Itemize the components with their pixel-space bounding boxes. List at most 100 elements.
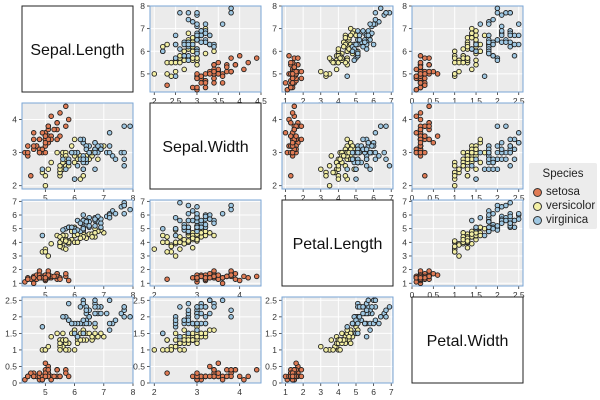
- point-versicolor: [456, 166, 462, 172]
- tick-label-y: 1.5: [265, 328, 277, 338]
- point-setosa: [207, 275, 213, 281]
- point-versicolor: [460, 149, 466, 156]
- point-virginica: [207, 310, 213, 317]
- point-versicolor: [342, 34, 349, 41]
- point-setosa: [25, 149, 31, 156]
- point-setosa: [288, 173, 294, 179]
- point-virginica: [80, 317, 87, 323]
- point-versicolor: [194, 62, 200, 68]
- point-virginica: [172, 32, 179, 39]
- tick-label-x: 2.5: [513, 290, 525, 300]
- tick-label-x: 5: [43, 387, 48, 397]
- point-virginica: [198, 39, 204, 45]
- tick-label-x: 4: [237, 387, 242, 397]
- point-setosa: [417, 80, 424, 86]
- point-virginica: [65, 317, 72, 323]
- point-virginica: [121, 314, 127, 320]
- point-virginica: [344, 166, 350, 172]
- point-setosa: [422, 173, 428, 179]
- point-versicolor: [323, 347, 329, 353]
- tick-label-x: 7: [389, 96, 394, 106]
- point-versicolor: [177, 246, 183, 252]
- legend-title: Species: [542, 168, 584, 180]
- tick-label-x: 2.5: [513, 193, 525, 203]
- point-versicolor: [464, 173, 471, 179]
- point-versicolor: [45, 253, 52, 259]
- tick-label-y: 1: [12, 278, 17, 288]
- point-virginica: [507, 43, 513, 50]
- tick-label-y: 3: [272, 148, 277, 158]
- point-virginica: [172, 317, 179, 323]
- panel-border: [411, 102, 524, 190]
- point-setosa: [22, 376, 28, 383]
- point-versicolor: [95, 333, 101, 340]
- point-virginica: [383, 156, 389, 162]
- point-setosa: [42, 149, 49, 156]
- tick-label-x: 3: [318, 387, 323, 397]
- point-versicolor: [326, 163, 333, 169]
- tick-label-y: 3: [12, 251, 17, 261]
- point-versicolor: [164, 337, 170, 343]
- point-setosa: [253, 367, 260, 373]
- tick-label-x: 7: [101, 290, 106, 300]
- point-virginica: [498, 220, 505, 226]
- point-virginica: [494, 37, 501, 43]
- point-virginica: [177, 10, 183, 16]
- point-setosa: [291, 64, 298, 70]
- tick-label-x: 3: [318, 96, 323, 106]
- tick-label-y: 4: [12, 115, 17, 125]
- tick-label-y: 6: [272, 46, 277, 56]
- point-virginica: [98, 310, 104, 317]
- point-virginica: [194, 327, 200, 333]
- point-versicolor: [451, 163, 458, 169]
- tick-label-x: 7: [101, 193, 106, 203]
- tick-label-y: 6: [140, 210, 145, 220]
- point-virginica: [365, 139, 372, 146]
- point-setosa: [236, 373, 243, 380]
- point-virginica: [507, 136, 513, 143]
- tick-label-x: 2: [495, 96, 500, 106]
- point-setosa: [417, 64, 424, 70]
- point-setosa: [236, 53, 243, 59]
- point-virginica: [507, 32, 513, 39]
- point-virginica: [515, 130, 522, 136]
- point-versicolor: [185, 238, 192, 244]
- point-versicolor: [335, 176, 342, 182]
- point-setosa: [417, 139, 424, 146]
- point-virginica: [356, 32, 363, 39]
- point-virginica: [177, 304, 183, 310]
- point-versicolor: [71, 347, 78, 353]
- tick-label-x: 3.5: [212, 96, 224, 106]
- point-virginica: [515, 32, 522, 39]
- point-virginica: [503, 156, 509, 162]
- tick-label-y: 6: [402, 210, 407, 220]
- point-setosa: [434, 133, 441, 139]
- point-virginica: [172, 73, 179, 79]
- point-versicolor: [473, 57, 479, 64]
- point-virginica: [160, 330, 166, 337]
- point-setosa: [288, 133, 294, 139]
- point-virginica: [498, 32, 505, 39]
- point-virginica: [494, 223, 501, 229]
- point-virginica: [372, 317, 379, 323]
- point-versicolor: [45, 166, 52, 172]
- tick-label-y: 1.5: [5, 328, 17, 338]
- point-virginica: [121, 304, 127, 310]
- point-virginica: [356, 314, 363, 320]
- point-virginica: [486, 149, 492, 156]
- legend-item-versicolor: versicolor: [533, 200, 595, 212]
- point-versicolor: [77, 337, 84, 343]
- point-virginica: [198, 217, 204, 224]
- point-setosa: [215, 59, 222, 66]
- point-versicolor: [456, 68, 462, 75]
- point-virginica: [177, 199, 183, 206]
- tick-label-y: 0.5: [5, 361, 17, 371]
- tick-label-y: 0.5: [133, 361, 145, 371]
- point-virginica: [490, 210, 496, 217]
- point-virginica: [515, 21, 522, 27]
- point-virginica: [121, 210, 127, 217]
- point-virginica: [202, 213, 209, 220]
- point-versicolor: [63, 238, 69, 244]
- point-setosa: [298, 373, 305, 380]
- tick-label-x: 0.5: [427, 193, 439, 203]
